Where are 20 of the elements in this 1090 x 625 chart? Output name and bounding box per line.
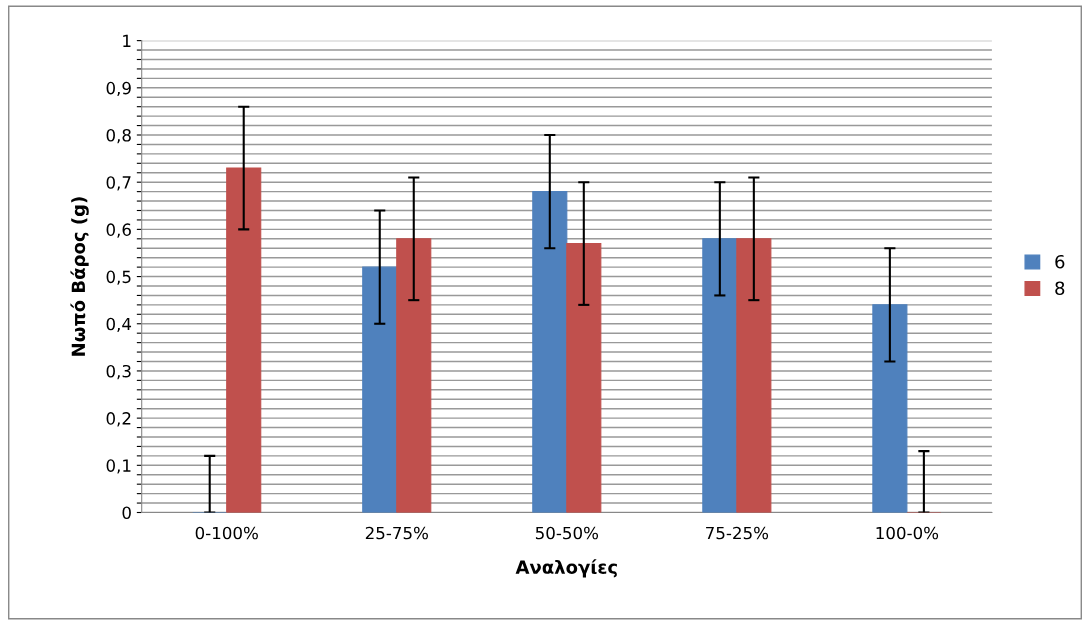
y-tick-label: 0,5 bbox=[106, 270, 131, 285]
x-axis-title: Αναλογίες bbox=[515, 559, 617, 578]
y-tick-label: 0,3 bbox=[106, 364, 131, 380]
legend-label: 6 bbox=[1055, 254, 1065, 269]
y-axis-title: Νωπό Βάρος (g) bbox=[70, 197, 89, 356]
y-tick-label: 0,7 bbox=[106, 176, 131, 191]
y-tick-label: 0,9 bbox=[106, 81, 131, 97]
y-tick-label: 0 bbox=[122, 506, 131, 520]
y-tick-label: 0,6 bbox=[106, 223, 131, 238]
x-tick-label: 0-100% bbox=[195, 526, 258, 540]
y-tick-label: 0,4 bbox=[106, 317, 132, 333]
y-tick-label: 1 bbox=[123, 34, 131, 47]
x-tick-label: 25-75% bbox=[365, 526, 428, 540]
x-tick-label: 75-25% bbox=[706, 526, 769, 540]
y-tick-label: 0,8 bbox=[106, 128, 131, 144]
y-tick-label: 0,2 bbox=[106, 412, 131, 427]
y-tick-label: 0,1 bbox=[106, 459, 131, 474]
x-tick-label: 50-50% bbox=[535, 526, 599, 540]
x-tick-label: 100-0% bbox=[876, 526, 939, 540]
legend-label: 8 bbox=[1055, 281, 1065, 296]
